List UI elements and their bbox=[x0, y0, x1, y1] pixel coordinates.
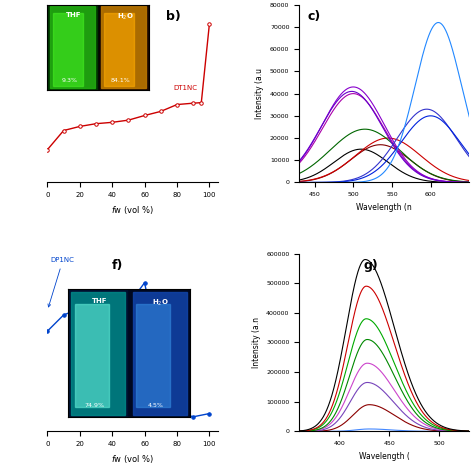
Text: c): c) bbox=[308, 10, 321, 23]
Text: g): g) bbox=[364, 259, 379, 272]
Text: DT1NC: DT1NC bbox=[173, 85, 197, 91]
Text: DP1NC: DP1NC bbox=[48, 257, 75, 307]
X-axis label: Wavelength (: Wavelength ( bbox=[359, 452, 410, 461]
Y-axis label: Intensity (a.u: Intensity (a.u bbox=[255, 68, 264, 119]
X-axis label: Wavelength (n: Wavelength (n bbox=[356, 203, 412, 212]
Y-axis label: Intensity (a.n: Intensity (a.n bbox=[252, 317, 261, 368]
X-axis label: $f$w (vol %): $f$w (vol %) bbox=[111, 453, 154, 465]
X-axis label: $f$w (vol %): $f$w (vol %) bbox=[111, 204, 154, 216]
Text: f): f) bbox=[112, 259, 123, 272]
Text: b): b) bbox=[166, 10, 181, 23]
